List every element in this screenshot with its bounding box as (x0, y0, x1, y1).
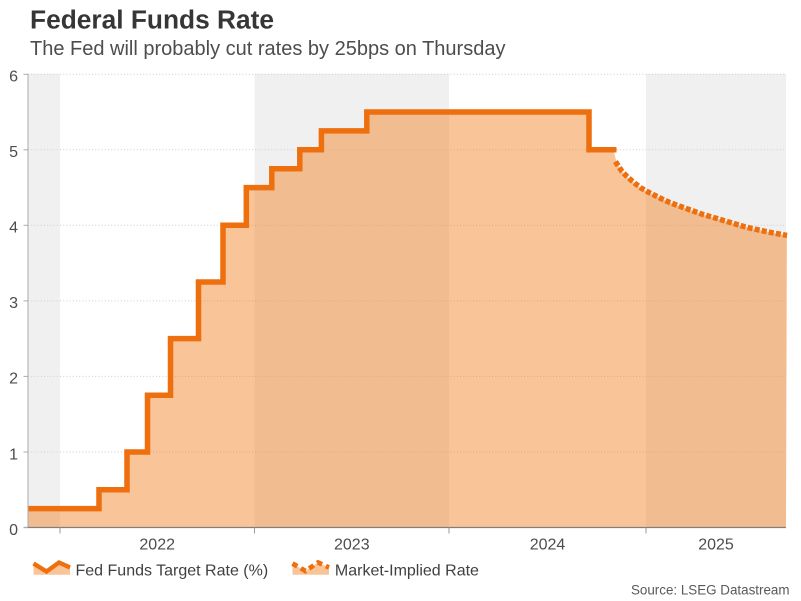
svg-text:4: 4 (9, 220, 18, 237)
svg-text:Federal Funds Rate: Federal Funds Rate (30, 5, 274, 35)
svg-text:0: 0 (9, 522, 18, 539)
svg-text:2023: 2023 (334, 537, 370, 554)
svg-text:2024: 2024 (530, 537, 566, 554)
svg-text:2022: 2022 (139, 537, 175, 554)
svg-text:2025: 2025 (698, 537, 734, 554)
svg-text:5: 5 (9, 144, 18, 161)
svg-text:1: 1 (9, 446, 18, 463)
svg-text:2: 2 (9, 371, 18, 388)
svg-text:The Fed will probably cut rate: The Fed will probably cut rates by 25bps… (30, 38, 505, 60)
svg-text:Source: LSEG Datastream: Source: LSEG Datastream (631, 583, 790, 598)
svg-text:3: 3 (9, 295, 18, 312)
svg-text:Market-Implied Rate: Market-Implied Rate (335, 563, 479, 580)
svg-text:6: 6 (9, 69, 18, 86)
svg-text:Fed Funds Target Rate (%): Fed Funds Target Rate (%) (76, 563, 269, 580)
